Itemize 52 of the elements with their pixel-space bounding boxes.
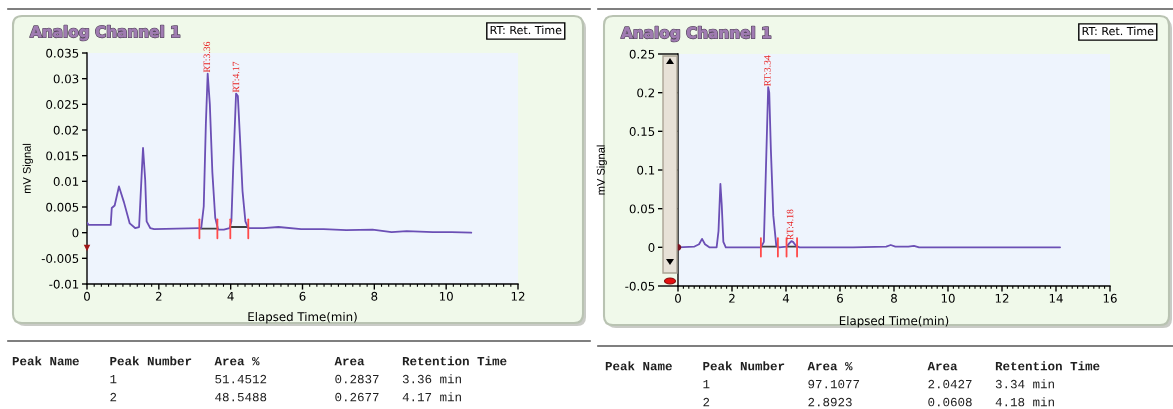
text: 1 51.4512 0.2837 3.36 min — [110, 374, 461, 384]
x-tick-label: 10 — [941, 293, 955, 303]
x-tick-label: 16 — [1103, 293, 1117, 303]
text: Peak Name Peak Number Area % Area Retention Time — [12, 356, 507, 366]
y-tick-label: 0.25 — [629, 49, 655, 59]
text: 2 2.8923 0.0608 4.18 min — [703, 397, 1054, 407]
line-series — [678, 86, 1061, 249]
text: Peak Name Peak Number Area % Area Retention Time — [605, 361, 1100, 371]
text: 2 48.5488 0.2677 4.17 min — [110, 392, 461, 402]
y-tick-label: 0.15 — [629, 127, 655, 136]
y-tick-label: 0.01 — [53, 177, 79, 186]
y-tick-label: 0.015 — [46, 151, 79, 161]
x-tick-label: 2 — [155, 291, 162, 301]
x-tick-label: 4 — [227, 292, 234, 301]
text: 1 97.1077 2.0427 3.34 min — [703, 379, 1054, 389]
y-tick-label: 0 — [72, 228, 79, 238]
x-tick-label: 0 — [84, 291, 90, 301]
x-tick-label: 12 — [995, 293, 1009, 303]
y-axis-title: mV Signal — [22, 143, 33, 194]
annotation: RT:3.34 — [764, 55, 771, 86]
annotation: RT:4.18 — [786, 209, 794, 240]
x-tick-label: 6 — [837, 293, 844, 303]
y-tick-label: 0.005 — [46, 202, 79, 212]
chart-title: Analog Channel 1 — [621, 26, 771, 42]
y-tick-label: 0.025 — [46, 100, 79, 109]
y-tick-label: 0.02 — [53, 125, 79, 135]
text: RT: Ret. Time — [1082, 26, 1154, 36]
x-axis-title: Elapsed Time(min) — [248, 312, 357, 324]
y-tick-label: -0.01 — [49, 279, 79, 289]
y-tick-label: 0.1 — [637, 165, 655, 175]
annotation: RT:4.17 — [232, 61, 240, 93]
x-tick-label: 0 — [675, 293, 681, 303]
x-tick-label: 8 — [891, 293, 897, 303]
x-tick-label: 12 — [511, 291, 525, 301]
x-tick-label: 8 — [371, 291, 378, 301]
y-tick-label: 0.2 — [637, 88, 655, 98]
y-axis-title: mV Signal — [596, 145, 607, 195]
y-tick-label: 0.03 — [53, 74, 79, 84]
y-tick-label: 0.035 — [46, 48, 79, 58]
y-tick-label: 0.05 — [629, 204, 655, 214]
y-tick-label: 0 — [648, 243, 655, 252]
x-axis-title: Elapsed Time(min) — [839, 316, 949, 328]
y-tick-label: -0.005 — [41, 254, 79, 263]
x-tick-label: 2 — [729, 293, 735, 303]
x-tick-label: 4 — [782, 294, 790, 303]
annotation: RT:3.36 — [203, 41, 211, 73]
chart-title: Analog Channel 1 — [30, 25, 180, 41]
y-tick-label: -0.05 — [625, 281, 655, 291]
x-tick-label: 14 — [1049, 294, 1063, 303]
text: RT: Ret. Time — [490, 25, 562, 35]
x-tick-label: 10 — [439, 291, 453, 301]
x-tick-label: 6 — [299, 291, 306, 301]
